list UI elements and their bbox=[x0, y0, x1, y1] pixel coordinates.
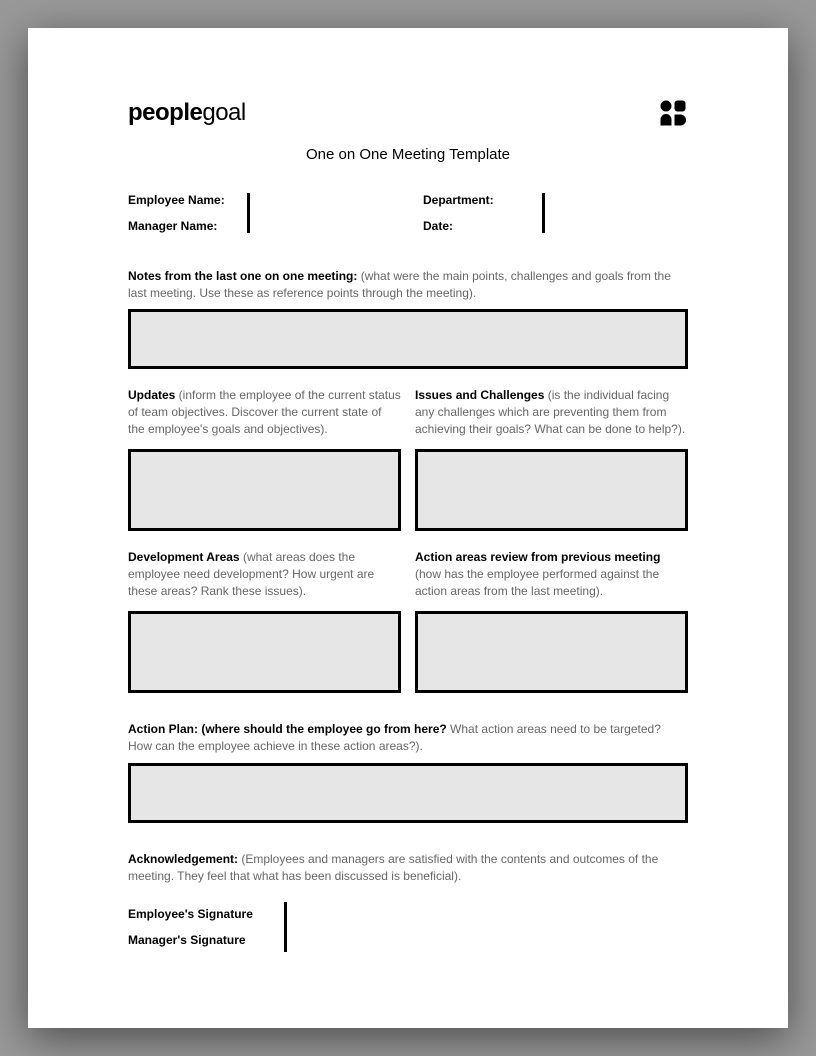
info-row: Employee Name: Manager Name: Department:… bbox=[128, 187, 688, 240]
row-dev-action: Development Areas (what areas does the e… bbox=[128, 549, 688, 693]
logo-part2: goal bbox=[202, 99, 245, 126]
notes-label: Notes from the last one on one meeting: bbox=[128, 269, 357, 283]
divider bbox=[247, 193, 250, 233]
signature-row: Employee's Signature Manager's Signature bbox=[128, 901, 688, 954]
issues-section: Issues and Challenges (is the individual… bbox=[415, 387, 688, 531]
updates-label: Updates bbox=[128, 388, 175, 402]
issues-label: Issues and Challenges bbox=[415, 388, 544, 402]
action-review-label: Action areas review from previous meetin… bbox=[415, 550, 660, 564]
department-label: Department: bbox=[423, 187, 538, 213]
development-section: Development Areas (what areas does the e… bbox=[128, 549, 401, 693]
date-label: Date: bbox=[423, 213, 538, 239]
acknowledgement-prompt: Acknowledgement: (Employees and managers… bbox=[128, 851, 688, 885]
manager-name-label: Manager Name: bbox=[128, 213, 243, 239]
action-review-hint: (how has the employee performed against … bbox=[415, 567, 659, 598]
action-plan-section: Action Plan: (where should the employee … bbox=[128, 721, 688, 823]
divider bbox=[284, 902, 287, 952]
acknowledgement-section: Acknowledgement: (Employees and managers… bbox=[128, 851, 688, 885]
updates-input[interactable] bbox=[128, 449, 401, 531]
notes-input[interactable] bbox=[128, 309, 688, 369]
action-review-section: Action areas review from previous meetin… bbox=[415, 549, 688, 693]
development-input[interactable] bbox=[128, 611, 401, 693]
employee-name-label: Employee Name: bbox=[128, 187, 243, 213]
action-plan-prompt: Action Plan: (where should the employee … bbox=[128, 721, 688, 755]
notes-prompt: Notes from the last one on one meeting: … bbox=[128, 268, 688, 302]
page: peoplegoal One on One Meeting Template E… bbox=[28, 28, 788, 1028]
logo-icon bbox=[658, 98, 688, 128]
updates-section: Updates (inform the employee of the curr… bbox=[128, 387, 401, 531]
updates-prompt: Updates (inform the employee of the curr… bbox=[128, 387, 401, 441]
header: peoplegoal bbox=[128, 98, 688, 128]
action-review-input[interactable] bbox=[415, 611, 688, 693]
issues-prompt: Issues and Challenges (is the individual… bbox=[415, 387, 688, 441]
notes-section: Notes from the last one on one meeting: … bbox=[128, 268, 688, 370]
row-updates-issues: Updates (inform the employee of the curr… bbox=[128, 387, 688, 531]
action-review-prompt: Action areas review from previous meetin… bbox=[415, 549, 688, 603]
logo-text: peoplegoal bbox=[128, 99, 246, 127]
document-title: One on One Meeting Template bbox=[128, 146, 688, 163]
divider bbox=[542, 193, 545, 233]
action-plan-label: Action Plan: (where should the employee … bbox=[128, 722, 447, 736]
action-plan-input[interactable] bbox=[128, 763, 688, 823]
issues-input[interactable] bbox=[415, 449, 688, 531]
development-prompt: Development Areas (what areas does the e… bbox=[128, 549, 401, 603]
manager-signature-label: Manager's Signature bbox=[128, 927, 278, 953]
acknowledgement-label: Acknowledgement: bbox=[128, 852, 238, 866]
employee-signature-label: Employee's Signature bbox=[128, 901, 278, 927]
development-label: Development Areas bbox=[128, 550, 240, 564]
logo-part1: people bbox=[128, 99, 202, 126]
